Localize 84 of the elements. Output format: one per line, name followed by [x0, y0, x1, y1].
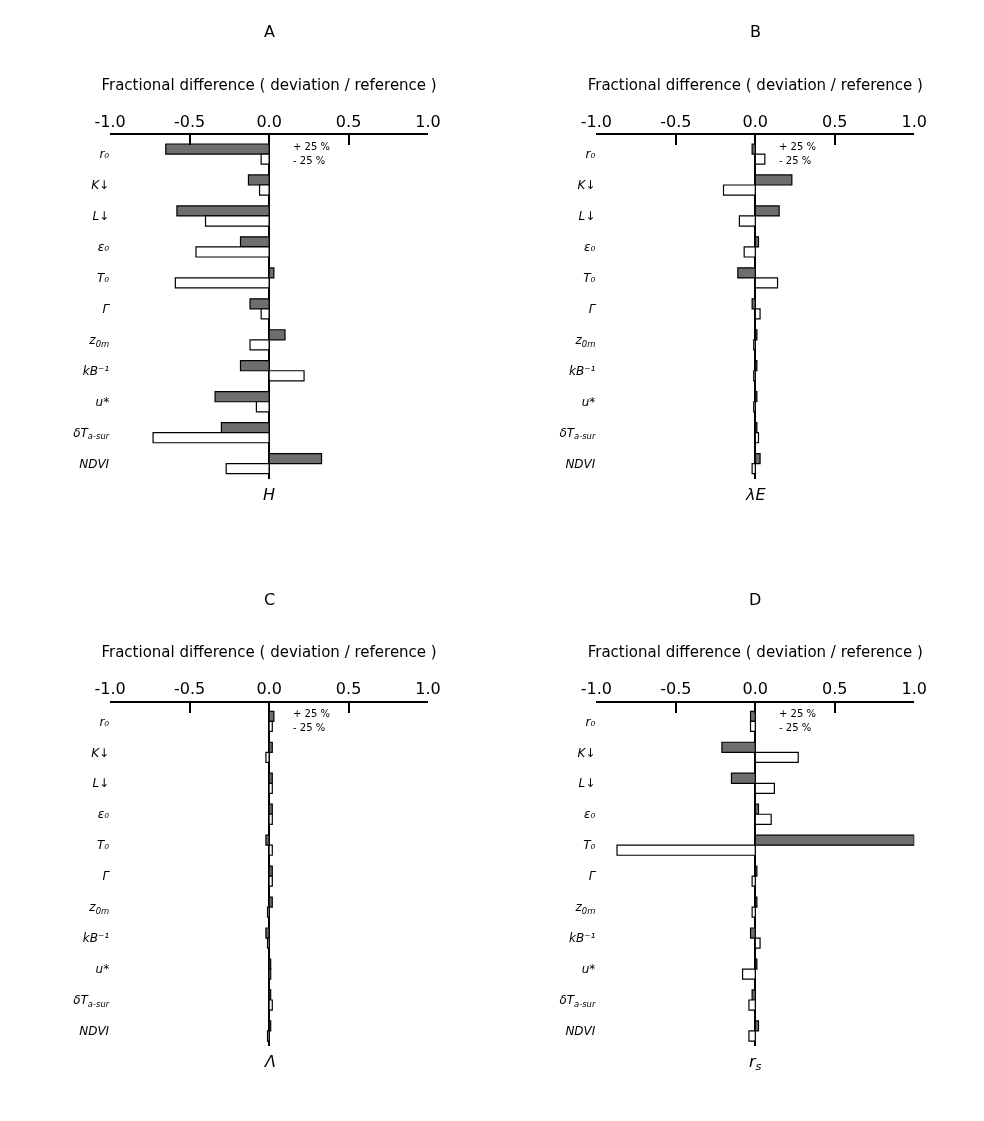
text: - 25 %	[293, 155, 326, 166]
y-tick-label: z$_{0m}$	[88, 333, 110, 349]
text: λE	[745, 485, 767, 504]
text: + 25 %	[293, 141, 330, 152]
y-tick-label: z$_{0m}$	[88, 900, 110, 916]
y-tick-label: r₀	[585, 714, 596, 729]
series-label: + 25 %	[293, 708, 330, 719]
y-tick-label: L↓	[578, 209, 596, 224]
y-tick-label: kB⁻¹	[82, 363, 110, 378]
y-tick-label: kB⁻¹	[569, 931, 596, 946]
text: - 25 %	[293, 722, 326, 733]
y-tick-label: u*	[95, 394, 110, 409]
y-tick-label: δT$_{a-sur}$	[559, 993, 596, 1009]
x-tick-label: 1.0	[901, 112, 927, 132]
y-tick-label: kB⁻¹	[569, 363, 596, 378]
y-tick-label: NDVI	[79, 1024, 110, 1039]
text: + 25 %	[779, 141, 816, 152]
x-tick-label: -1.0	[580, 112, 612, 132]
series-label: - 25 %	[779, 722, 812, 733]
y-tick-label: T₀	[583, 271, 596, 286]
x-axis-title: Fractional difference ( deviation / reference )	[587, 643, 923, 662]
chart-title: B	[750, 22, 761, 41]
y-tick-label: K↓	[91, 178, 110, 193]
x-tick-label: -1.0	[94, 112, 126, 132]
x-tick-label: -1.0	[94, 679, 126, 699]
y-tick-label: u*	[581, 962, 596, 977]
x-tick-label: 0.5	[335, 112, 362, 132]
y-tick-label: δT$_{a-sur}$	[559, 425, 596, 442]
y-tick-label: K↓	[91, 745, 110, 760]
x-axis-title: Fractional difference ( deviation / reference )	[101, 75, 437, 94]
x-tick-label: -0.5	[660, 112, 692, 132]
y-tick-label: r₀	[99, 714, 110, 729]
y-tick-label: r₀	[585, 147, 596, 162]
text: H	[263, 485, 276, 504]
y-tick-label: z$_{0m}$	[574, 900, 596, 916]
x-tick-label: 0.0	[256, 112, 282, 132]
text: + 25 %	[779, 708, 816, 719]
chart-title: D	[749, 590, 762, 609]
y-tick-label: K↓	[577, 745, 596, 760]
y-tick-label: r₀	[99, 147, 110, 162]
x-tick-label: -0.5	[174, 112, 206, 132]
y-tick-label: T₀	[97, 838, 110, 853]
x-tick-label: 1.0	[415, 679, 441, 699]
y-tick-label: δT$_{a-sur}$	[73, 425, 110, 442]
y-tick-label: kB⁻¹	[82, 931, 110, 946]
y-tick-label: ε₀	[97, 240, 110, 255]
y-tick-label: ε₀	[584, 240, 596, 255]
y-tick-label: NDVI	[565, 1024, 596, 1039]
x-tick-label: 0.5	[822, 112, 848, 132]
x-axis-title: Fractional difference ( deviation / reference )	[587, 75, 923, 94]
y-tick-label: ε₀	[97, 807, 110, 822]
y-tick-label: Γ	[588, 302, 597, 317]
series-label: - 25 %	[779, 155, 812, 166]
y-tick-label: u*	[95, 962, 110, 977]
y-tick-label: ε₀	[584, 807, 596, 822]
x-tick-label: 0.5	[335, 679, 362, 699]
y-tick-label: K↓	[577, 178, 596, 193]
x-tick-label: 0.5	[822, 679, 848, 699]
y-tick-label: Γ	[588, 869, 597, 884]
y-tick-label: L↓	[92, 209, 110, 224]
x-tick-label: 0.0	[742, 112, 769, 132]
x-tick-label: 0.0	[256, 679, 282, 699]
x-tick-label: -0.5	[174, 679, 206, 699]
x-axis-title: Fractional difference ( deviation / reference )	[101, 643, 437, 662]
x-tick-label: -1.0	[580, 679, 612, 699]
y-tick-label: Γ	[102, 302, 111, 317]
text: r$_{s}$	[749, 1052, 762, 1074]
x-tick-label: 0.0	[742, 679, 769, 699]
y-tick-label: Γ	[102, 869, 111, 884]
y-tick-label: T₀	[583, 838, 596, 853]
x-tick-label: 1.0	[415, 112, 441, 132]
y-tick-label: L↓	[92, 776, 110, 791]
text: Λ	[263, 1052, 276, 1071]
x-tick-label: -0.5	[660, 679, 692, 699]
y-tick-label: z$_{0m}$	[574, 333, 596, 349]
x-tick-label: 1.0	[901, 679, 927, 699]
y-tick-label: u*	[581, 394, 596, 409]
chart-title: A	[264, 22, 275, 41]
y-tick-label: NDVI	[79, 456, 110, 471]
y-tick-label: T₀	[97, 271, 110, 286]
y-tick-label: δT$_{a-sur}$	[73, 993, 110, 1009]
y-tick-label: L↓	[578, 776, 596, 791]
y-tick-label: NDVI	[565, 456, 596, 471]
chart-title: C	[264, 590, 276, 609]
